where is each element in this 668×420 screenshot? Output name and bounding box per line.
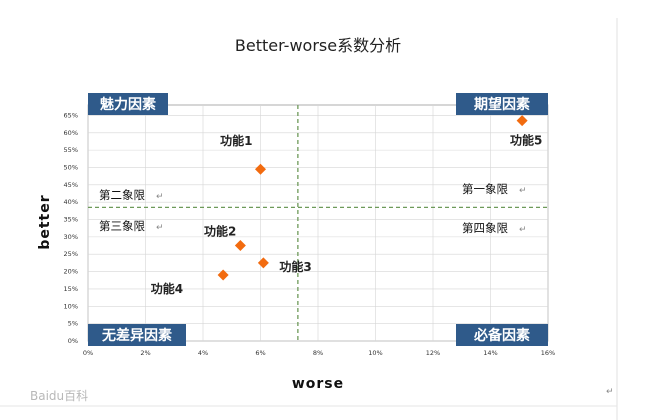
paragraph-mark: ↵ <box>519 225 527 235</box>
data-point-label: 功能4 <box>151 281 183 296</box>
corner-box-bottom-left: 无差异因素 <box>88 324 186 346</box>
y-tick-label: 30% <box>64 233 78 241</box>
corner-label-top-right: 期望因素 <box>474 96 530 113</box>
y-tick-label: 60% <box>64 129 78 137</box>
data-point-marker <box>257 257 269 269</box>
y-tick-label: 55% <box>64 146 78 154</box>
watermark: Baidu百科 <box>30 389 88 403</box>
data-point-label: 功能1 <box>220 133 252 148</box>
y-tick-label: 0% <box>68 337 78 345</box>
corner-label-bottom-left: 无差异因素 <box>101 327 172 344</box>
chart-title: Better-worse系数分析 <box>235 36 401 55</box>
paragraph-mark: ↵ <box>519 186 527 196</box>
y-tick-label: 40% <box>64 198 78 206</box>
x-tick-label: 14% <box>483 349 497 357</box>
quadrant-label-4: 第四象限 <box>462 221 508 235</box>
data-points: 功能1 功能2 功能3 功能4 功能5 <box>151 115 542 296</box>
data-point-label: 功能2 <box>204 224 236 239</box>
corner-label-top-left: 魅力因素 <box>100 96 156 113</box>
data-point-marker <box>255 163 266 175</box>
x-tick-label: 0% <box>83 349 93 357</box>
x-axis-title: worse <box>292 376 344 392</box>
data-point-label: 功能5 <box>510 133 542 148</box>
quadrant-label-2: 第二象限 <box>99 188 145 202</box>
quadrant-label-3: 第三象限 <box>99 219 145 233</box>
y-tick-label: 15% <box>64 285 78 293</box>
x-tick-label: 6% <box>255 349 265 357</box>
corner-label-bottom-right: 必备因素 <box>473 327 530 344</box>
x-tick-label: 2% <box>140 349 150 357</box>
x-tick-label: 8% <box>313 349 323 357</box>
y-tick-label: 20% <box>64 268 78 276</box>
corner-box-top-left: 魅力因素 <box>88 93 168 115</box>
reference-lines <box>88 105 548 341</box>
x-tick-label: 10% <box>368 349 382 357</box>
data-point-marker <box>234 240 246 252</box>
y-tick-label: 10% <box>64 302 78 310</box>
x-tick-label: 16% <box>541 349 555 357</box>
paragraph-mark: ↵ <box>156 223 164 233</box>
tick-labels: 0% 5% 10% 15% 20% 25% 30% 35% 40% 45% 50% 55% 60% 65%… <box>64 111 556 357</box>
y-tick-label: 35% <box>64 216 78 224</box>
grid-layer <box>87 105 549 342</box>
y-tick-label: 5% <box>68 320 78 328</box>
corner-box-top-right: 期望因素 <box>456 93 548 115</box>
data-point-marker <box>217 269 229 281</box>
y-axis-title: better <box>37 194 53 249</box>
y-tick-label: 50% <box>64 163 78 171</box>
y-tick-label: 65% <box>64 111 78 119</box>
data-point-label: 功能3 <box>279 259 311 274</box>
y-tick-label: 25% <box>64 250 78 258</box>
x-tick-label: 4% <box>198 349 208 357</box>
quadrant-label-1: 第一象限 <box>462 182 508 196</box>
paragraph-mark-end: ↵ <box>606 387 614 397</box>
x-tick-label: 12% <box>426 349 440 357</box>
corner-box-bottom-right: 必备因素 <box>456 324 548 346</box>
paragraph-mark: ↵ <box>156 192 164 202</box>
y-tick-label: 45% <box>64 181 78 189</box>
data-point-marker <box>516 115 528 127</box>
